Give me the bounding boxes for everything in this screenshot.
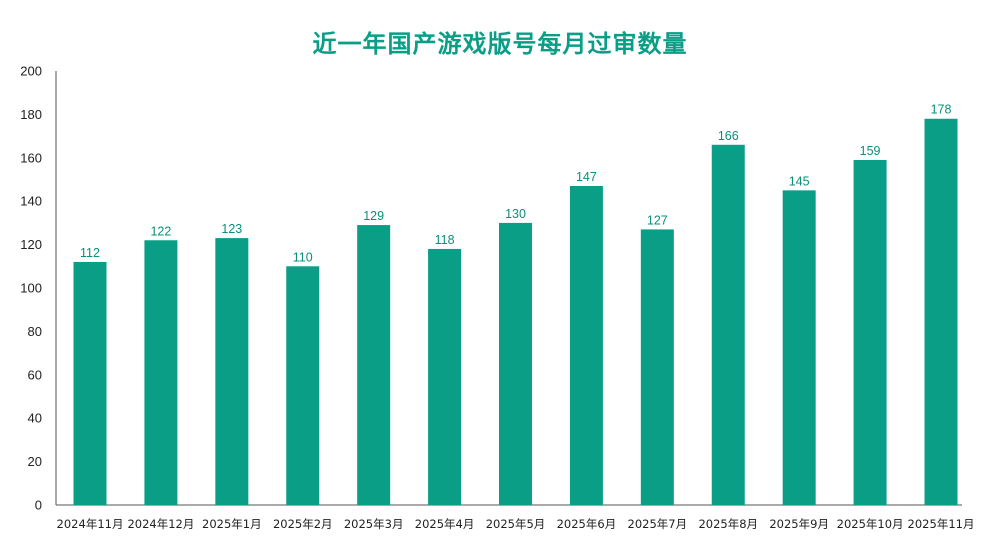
y-tick-label: 60 [28,367,42,382]
x-tick-label: 2025年11月 [908,517,975,531]
data-label: 118 [435,233,455,247]
x-tick-label: 2025年3月 [344,517,404,531]
data-label: 123 [221,222,242,236]
x-tick-label: 2025年4月 [415,517,475,531]
data-label: 178 [931,103,952,117]
data-label: 112 [80,246,100,260]
chart-title: 近一年国产游戏版号每月过审数量 [312,30,688,58]
x-tick-label: 2025年5月 [486,517,546,531]
bar [569,186,603,505]
x-tick-label: 2025年8月 [698,517,758,531]
x-tick-label: 2025年10月 [837,517,904,531]
axes: 0 20 40 60 80 100 120 140 160 180 200 2024年11月 2024年… [20,64,974,532]
data-label: 127 [647,213,668,227]
bar [357,225,391,505]
x-tick-label: 2025年9月 [769,517,829,531]
bar [782,190,816,505]
x-tick-label: 2025年1月 [202,517,262,531]
bar [640,229,674,505]
data-label: 159 [860,144,881,158]
y-tick-label: 180 [20,107,42,122]
y-tick-label: 20 [28,454,42,469]
bar [144,240,178,505]
x-tick-label: 2025年2月 [273,517,333,531]
x-tick-label: 2024年11月 [57,517,124,531]
data-label: 129 [363,209,384,223]
bar [73,261,107,505]
x-tick-label: 2024年12月 [127,517,194,531]
data-label: 147 [576,170,597,184]
data-labels: 112 122 123 110 129 118 130 147 127 166 145 159 178 [80,103,951,265]
y-tick-label: 0 [35,498,42,513]
bar [286,266,320,505]
y-tick-label: 40 [28,411,42,426]
bars [73,118,958,506]
y-tick-label: 200 [20,64,42,79]
x-tick-label: 2025年7月 [628,517,688,531]
bar [215,238,249,505]
x-tick-label: 2025年6月 [557,517,617,531]
bar [924,118,958,506]
data-label: 166 [718,129,739,143]
bar [499,222,532,505]
data-label: 110 [293,250,313,264]
data-label: 122 [150,224,171,238]
data-label: 130 [505,207,526,221]
bar [711,144,745,505]
y-tick-label: 140 [20,194,42,209]
y-tick-label: 80 [28,324,42,339]
y-tick-label: 100 [20,281,42,296]
data-label: 145 [789,174,810,188]
bar [853,159,887,505]
y-tick-label: 160 [20,150,42,165]
y-tick-label: 120 [20,237,42,252]
bar [428,248,462,505]
